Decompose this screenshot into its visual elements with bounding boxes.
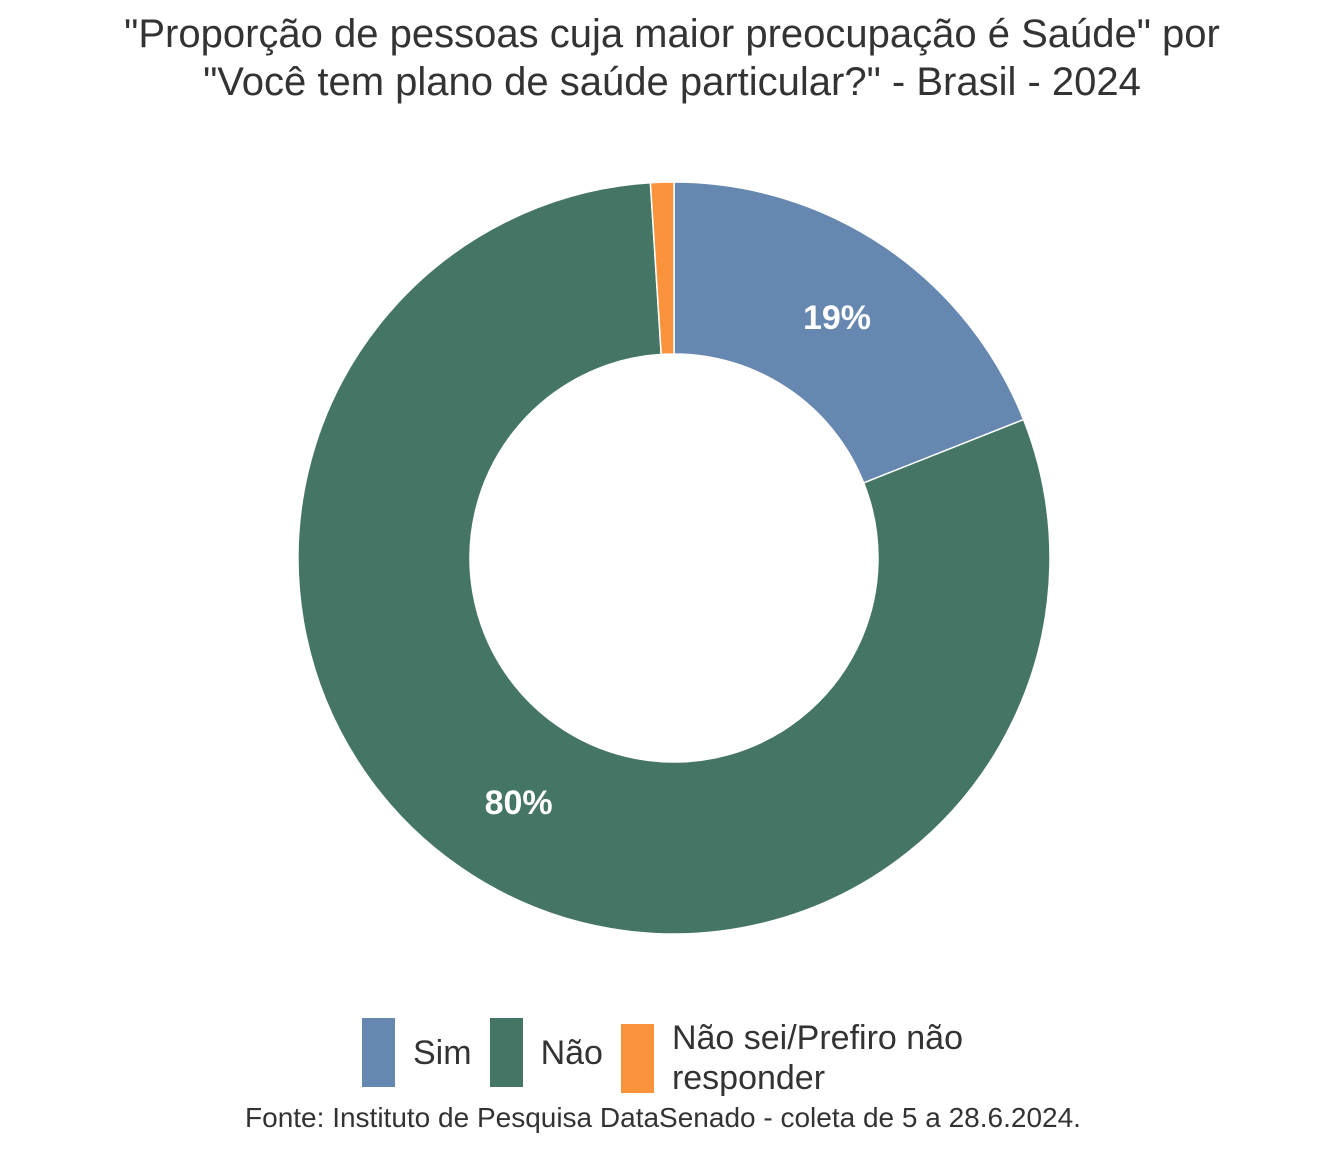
legend-swatch-nao-sei — [620, 1023, 654, 1093]
data-label-nao: 80% — [485, 784, 553, 822]
chart-title: "Proporção de pessoas cuja maior preocup… — [0, 10, 1344, 106]
legend-item-nao-sei: Não sei/Prefiro não responder — [620, 1018, 1012, 1098]
legend: Sim Não Não sei/Prefiro não responder — [362, 1018, 1012, 1098]
chart-title-line-2: "Você tem plano de saúde particular?" - … — [203, 60, 1141, 104]
data-label-sim: 19% — [803, 299, 871, 337]
source-note: Fonte: Instituto de Pesquisa DataSenado … — [245, 1102, 1081, 1133]
slice-nao — [297, 181, 1051, 935]
chart-title-line-1: "Proporção de pessoas cuja maior preocup… — [124, 12, 1220, 56]
legend-label-nao-sei: Não sei/Prefiro não responder — [671, 1019, 963, 1097]
legend-item-sim: Sim — [362, 1018, 472, 1087]
donut-slices — [297, 181, 1051, 935]
slice-sim — [673, 181, 1025, 484]
donut-data-labels: 19% 80% — [485, 299, 871, 822]
slice-nao-sei-prefiro-nao-responder — [649, 181, 675, 356]
donut-chart: 19% 80% — [297, 181, 1051, 935]
legend-swatch-nao — [489, 1018, 523, 1087]
legend-item-nao: Não — [489, 1018, 603, 1087]
legend-label-nao: Não — [540, 1033, 603, 1072]
legend-label-sim: Sim — [413, 1033, 472, 1072]
legend-swatch-sim — [362, 1018, 395, 1087]
